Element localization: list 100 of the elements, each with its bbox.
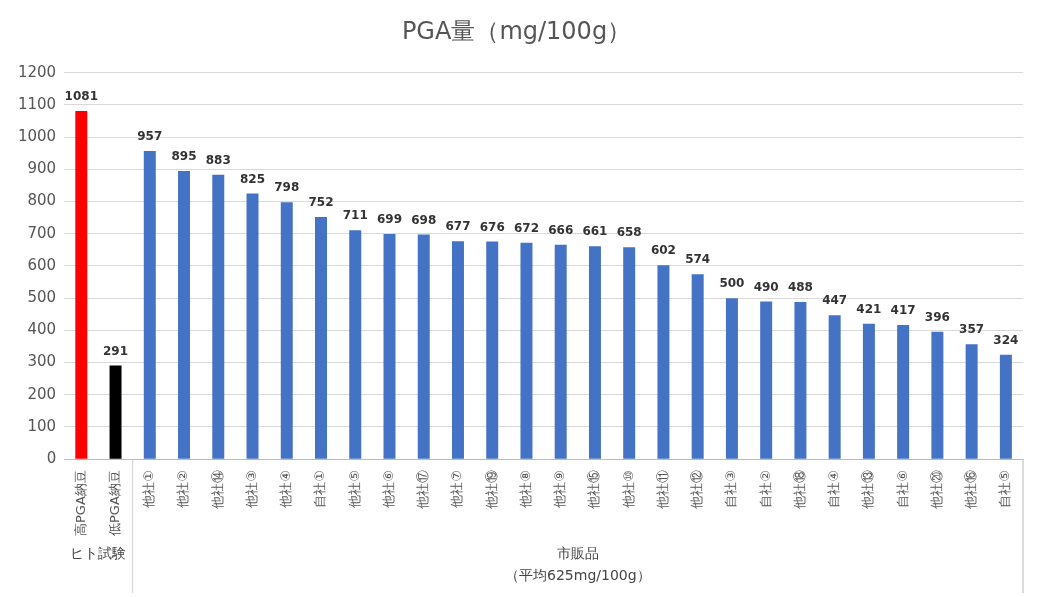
- data-label: 825: [239, 171, 266, 186]
- bar: [965, 344, 978, 459]
- x-tick-label: 他社⑳: [928, 470, 944, 510]
- x-tick-label: 他社⑩: [620, 470, 636, 508]
- data-label: 658: [616, 225, 642, 240]
- data-label: 488: [787, 280, 813, 295]
- x-tick-label: 低PGA納豆: [106, 470, 122, 537]
- y-tick-label: 700: [27, 223, 57, 242]
- bar: [794, 302, 807, 459]
- chart-title: PGA量（mg/100g）: [401, 16, 632, 45]
- y-tick-label: 300: [27, 352, 57, 371]
- data-label: 291: [103, 343, 129, 358]
- bar: [280, 202, 293, 459]
- y-tick-label: 900: [27, 159, 57, 178]
- bar: [760, 301, 773, 459]
- x-tick-label: 他社⑤: [346, 470, 362, 508]
- bar: [554, 244, 567, 459]
- x-tick-label: 他社⑦: [449, 470, 465, 508]
- bar: [451, 241, 464, 459]
- x-tick-label: 他社⑮: [586, 470, 602, 510]
- data-label: 357: [959, 322, 985, 337]
- x-tick-label: 高PGA納豆: [72, 470, 88, 537]
- data-label: 490: [753, 279, 779, 294]
- data-label: 324: [993, 332, 1019, 347]
- bar: [725, 298, 738, 459]
- data-label: 957: [137, 129, 163, 144]
- y-tick-label: 1100: [17, 94, 57, 113]
- bar: [931, 331, 944, 459]
- text: （平均625mg/100g）: [505, 566, 651, 583]
- data-label: 602: [650, 243, 676, 258]
- data-label: 672: [513, 220, 539, 235]
- bar: [862, 323, 875, 459]
- bar: [657, 265, 670, 459]
- x-tick-label: 他社②: [175, 470, 191, 508]
- x-tick-label: 他社⑨: [552, 470, 568, 508]
- x-tick-label: 他社⑰: [415, 470, 431, 510]
- data-label: 711: [342, 208, 368, 223]
- data-label: 752: [308, 195, 334, 210]
- y-tick-label: 500: [27, 288, 57, 307]
- bar: [109, 365, 122, 459]
- data-label: 699: [376, 212, 403, 227]
- y-tick-label: 100: [27, 416, 57, 435]
- text: ヒト試験: [70, 544, 127, 561]
- x-tick-label: 他社⑯: [963, 470, 979, 510]
- x-tick-label: 他社⑧: [517, 470, 533, 508]
- data-label: 895: [171, 149, 197, 164]
- data-label: 1081: [64, 89, 98, 104]
- data-label: 677: [445, 219, 471, 234]
- data-label: 447: [822, 293, 848, 308]
- bar: [212, 174, 225, 459]
- data-label: 676: [479, 219, 505, 234]
- bar: [520, 242, 533, 459]
- x-tick-label: 他社③: [243, 470, 259, 508]
- data-label: 698: [411, 212, 437, 227]
- x-tick-label: 自社①: [312, 470, 328, 508]
- bar: [383, 234, 396, 459]
- bar: [897, 324, 910, 459]
- bar: [178, 171, 191, 459]
- data-label: 421: [856, 301, 882, 316]
- data-label: 666: [548, 222, 574, 237]
- bar: [999, 354, 1012, 459]
- x-tick-label: 他社⑫: [689, 470, 705, 510]
- x-tick-label: 他社⑬: [860, 470, 876, 510]
- y-tick-label: 200: [27, 384, 57, 403]
- y-tick-label: 800: [27, 191, 57, 210]
- bar: [486, 241, 499, 459]
- y-tick-label: 600: [27, 255, 57, 274]
- bar: [588, 246, 601, 459]
- bar: [691, 274, 704, 459]
- x-tick-label: 他社⑲: [483, 470, 499, 510]
- x-tick-label: 自社⑤: [997, 470, 1013, 508]
- x-tick-label: 自社②: [757, 470, 773, 508]
- bar: [623, 247, 636, 459]
- x-tick-label: 他社④: [278, 470, 294, 508]
- y-tick-label: 400: [27, 320, 57, 339]
- y-tick-label: 1200: [17, 62, 57, 81]
- y-tick-label: 1000: [17, 127, 57, 146]
- bar: [828, 315, 841, 459]
- x-tick-label: 他社⑭: [209, 470, 225, 510]
- x-tick-label: 他社①: [141, 470, 157, 508]
- x-tick-label: 自社④: [826, 470, 842, 508]
- data-label: 396: [924, 309, 950, 324]
- bar: [75, 111, 88, 459]
- text: 市販品: [556, 544, 599, 561]
- bar: [143, 151, 156, 459]
- x-tick-label: 他社⑪: [654, 470, 670, 510]
- data-label: 417: [890, 303, 916, 318]
- x-tick-label: 他社⑱: [791, 470, 807, 510]
- data-label: 798: [274, 180, 300, 195]
- x-tick-label: 他社⑥: [380, 470, 396, 508]
- bar: [349, 230, 362, 459]
- bar: [417, 234, 430, 459]
- x-tick-label: 自社③: [723, 470, 739, 508]
- data-label: 661: [582, 224, 608, 239]
- data-label: 574: [685, 252, 711, 267]
- data-label: 883: [205, 153, 231, 167]
- bar: [315, 217, 327, 459]
- data-label: 500: [719, 276, 745, 291]
- x-tick-label: 自社⑥: [894, 470, 910, 508]
- y-tick-label: 0: [46, 449, 57, 468]
